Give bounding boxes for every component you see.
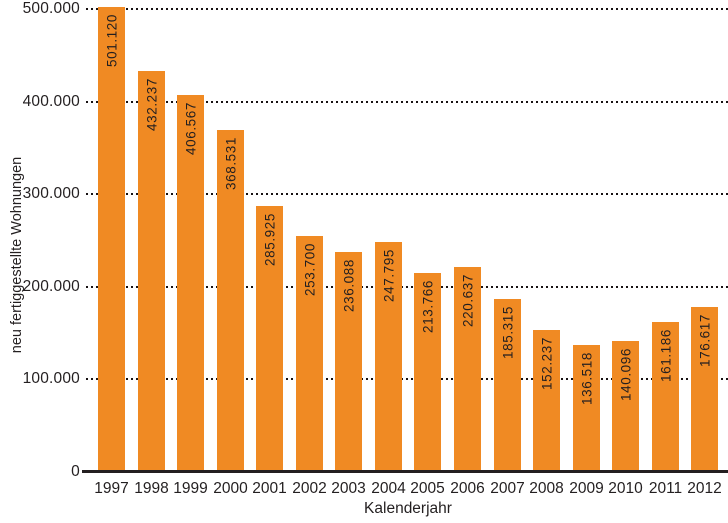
x-tick-label-2002: 2002 bbox=[292, 480, 327, 497]
y-tick-label: 0 bbox=[71, 463, 80, 480]
gridline-400.000 bbox=[86, 101, 728, 103]
bar-value-label: 176.617 bbox=[697, 314, 712, 367]
x-tick-label-2005: 2005 bbox=[410, 480, 445, 497]
bar-2000: 368.531 bbox=[217, 130, 244, 471]
gridline-300.000 bbox=[86, 193, 728, 195]
x-tick-label-2007: 2007 bbox=[490, 480, 525, 497]
bar-value-label: 220.637 bbox=[460, 274, 475, 327]
x-tick-label-2001: 2001 bbox=[252, 480, 287, 497]
bar-2001: 285.925 bbox=[256, 206, 283, 471]
bar-value-label: 285.925 bbox=[262, 213, 277, 266]
y-tick-label: 300.000 bbox=[22, 185, 80, 202]
bar-value-label: 213.766 bbox=[420, 280, 435, 333]
bar-2011: 161.186 bbox=[652, 322, 679, 471]
bar-2006: 220.637 bbox=[454, 267, 481, 471]
bar-value-label: 136.518 bbox=[579, 352, 594, 405]
x-tick-label-2000: 2000 bbox=[213, 480, 248, 497]
bar-2012: 176.617 bbox=[691, 307, 718, 471]
bar-value-label: 161.186 bbox=[658, 329, 673, 382]
x-tick-label-2010: 2010 bbox=[608, 480, 643, 497]
y-tick-label: 400.000 bbox=[22, 93, 80, 110]
bar-2008: 152.237 bbox=[533, 330, 560, 471]
bar-value-label: 501.120 bbox=[104, 14, 119, 67]
bar-2010: 140.096 bbox=[612, 341, 639, 471]
bar-2002: 253.700 bbox=[296, 236, 323, 471]
bar-value-label: 140.096 bbox=[618, 348, 633, 401]
bar-1997: 501.120 bbox=[98, 7, 125, 471]
x-tick-label-1998: 1998 bbox=[134, 480, 169, 497]
x-tick-label-2011: 2011 bbox=[648, 480, 683, 497]
bar-2003: 236.088 bbox=[335, 252, 362, 471]
y-tick-label: 200.000 bbox=[22, 278, 80, 295]
bar-value-label: 406.567 bbox=[183, 102, 198, 155]
bar-2005: 213.766 bbox=[414, 273, 441, 471]
bar-value-label: 253.700 bbox=[302, 243, 317, 296]
x-tick-label-2006: 2006 bbox=[450, 480, 485, 497]
bar-value-label: 152.237 bbox=[539, 337, 554, 390]
bar-value-label: 247.795 bbox=[381, 249, 396, 302]
x-tick-label-2004: 2004 bbox=[371, 480, 406, 497]
gridline-100.000 bbox=[86, 378, 728, 380]
x-tick-label-1999: 1999 bbox=[173, 480, 208, 497]
bar-2004: 247.795 bbox=[375, 242, 402, 471]
bar-value-label: 236.088 bbox=[341, 259, 356, 312]
y-tick-label: 100.000 bbox=[22, 370, 80, 387]
y-tick-label: 500.000 bbox=[22, 0, 80, 17]
bar-2009: 136.518 bbox=[573, 345, 600, 471]
x-tick-label-2009: 2009 bbox=[569, 480, 604, 497]
bar-value-label: 368.531 bbox=[223, 137, 238, 190]
bar-value-label: 185.315 bbox=[500, 306, 515, 359]
gridline-200.000 bbox=[86, 286, 728, 288]
x-tick-label-2008: 2008 bbox=[529, 480, 564, 497]
bar-1998: 432.237 bbox=[138, 71, 165, 471]
x-axis-title: Kalenderjahr bbox=[364, 500, 452, 517]
x-axis-line bbox=[82, 470, 728, 473]
bar-1999: 406.567 bbox=[177, 95, 204, 471]
bar-value-label: 432.237 bbox=[144, 78, 159, 131]
x-tick-label-2003: 2003 bbox=[331, 480, 366, 497]
x-tick-label-1997: 1997 bbox=[94, 480, 129, 497]
x-tick-label-2012: 2012 bbox=[687, 480, 722, 497]
bar-2007: 185.315 bbox=[494, 299, 521, 471]
gridline-500.000 bbox=[86, 8, 728, 10]
